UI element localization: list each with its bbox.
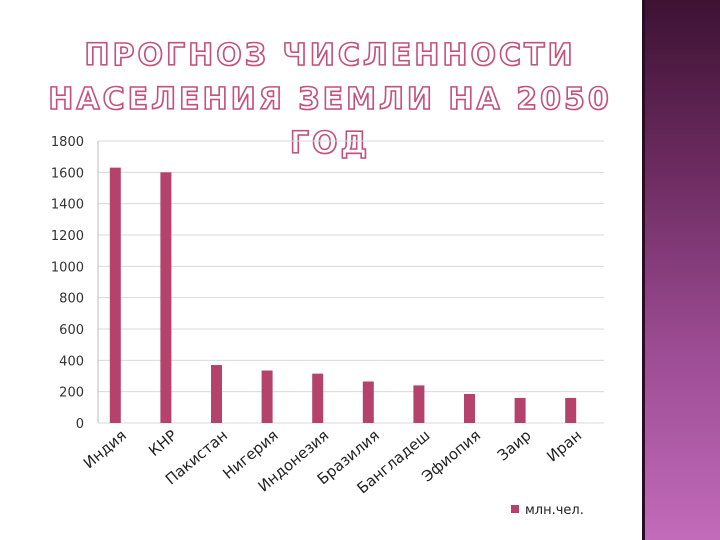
bar-7 bbox=[413, 385, 424, 423]
y-tick-label: 400 bbox=[59, 354, 84, 369]
x-axis-labels: Индия КНРПакистанНигерияИндонезияБразилия… bbox=[80, 426, 585, 497]
y-tick-label: 1800 bbox=[51, 135, 84, 150]
x-tick-label: Индия bbox=[80, 426, 130, 472]
bar-6 bbox=[363, 381, 374, 423]
legend-label: млн.чел. bbox=[525, 503, 584, 518]
bar-3 bbox=[211, 365, 222, 423]
y-tick-label: 600 bbox=[59, 323, 84, 338]
x-tick-label: Заир bbox=[494, 426, 535, 464]
x-tick-label: КНР bbox=[145, 426, 180, 460]
legend-swatch bbox=[511, 505, 519, 513]
legend: млн.чел. bbox=[511, 503, 584, 518]
y-axis-ticks: 0 200 400 600 800 1000 1200 1400 1600 1800 bbox=[51, 135, 84, 432]
y-tick-label: 200 bbox=[59, 386, 84, 401]
grid-layer bbox=[98, 141, 604, 423]
y-tick-label: 1200 bbox=[51, 229, 84, 244]
y-tick-label: 1000 bbox=[51, 260, 84, 275]
y-tick-label: 800 bbox=[59, 292, 84, 307]
x-tick-label: Иран bbox=[543, 426, 585, 465]
bar-layer bbox=[110, 168, 576, 423]
bar-4 bbox=[262, 371, 273, 423]
y-tick-label: 1600 bbox=[51, 166, 84, 181]
bar-9 bbox=[515, 398, 526, 423]
bar-5 bbox=[312, 374, 323, 423]
y-tick-label: 1400 bbox=[51, 198, 84, 213]
y-tick-label: 0 bbox=[76, 417, 84, 432]
bar-10 bbox=[565, 398, 576, 423]
bar-1 bbox=[110, 168, 121, 423]
bar-8 bbox=[464, 394, 475, 423]
bar-2 bbox=[160, 172, 171, 423]
